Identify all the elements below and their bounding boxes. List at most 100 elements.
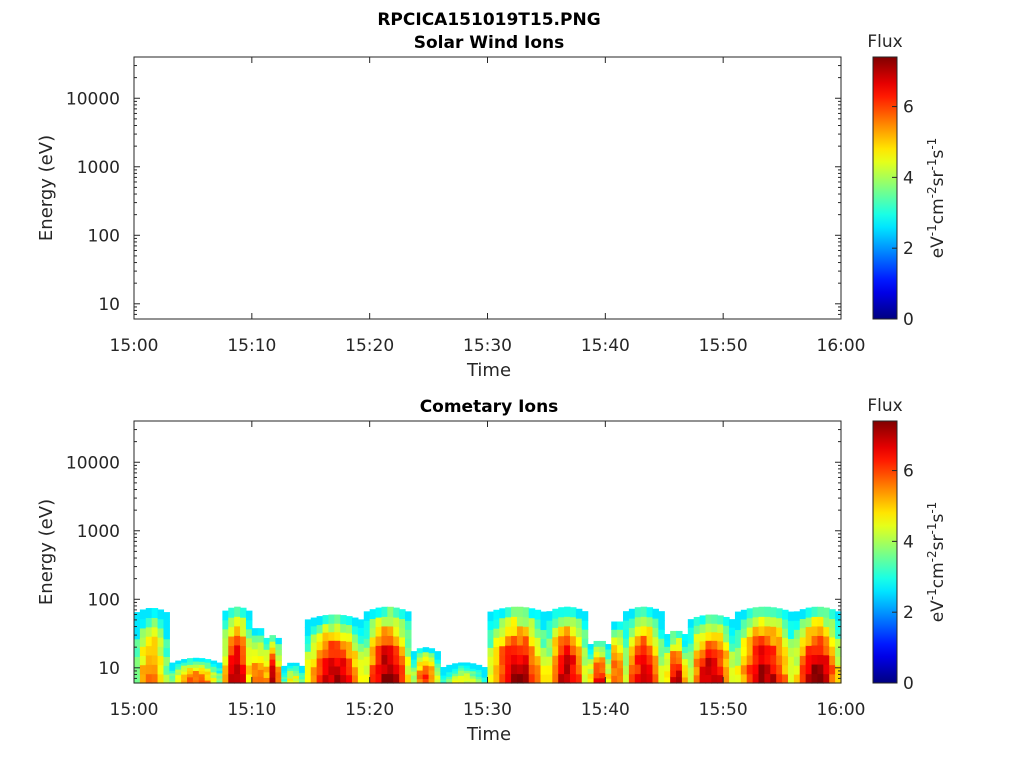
heatmap-cell [764, 654, 771, 665]
heatmap-cell [399, 636, 406, 647]
heatmap-cell [357, 651, 365, 660]
heatmap-cell [192, 679, 200, 684]
heatmap-cell [605, 663, 612, 669]
heatmap-cell [363, 665, 371, 675]
heatmap-cell [564, 644, 571, 655]
heatmap-cell [552, 655, 559, 666]
x-tick-label: 15:20 [345, 700, 394, 720]
heatmap-cell [764, 663, 771, 675]
heatmap-cell [139, 609, 147, 620]
heatmap-cell [569, 654, 577, 665]
heatmap-cell [776, 654, 783, 665]
heatmap-cell [151, 664, 159, 675]
heatmap-cell [516, 673, 524, 684]
heatmap-cell [623, 629, 630, 639]
heatmap-cell [729, 635, 736, 644]
heatmap-cell [617, 644, 624, 653]
heatmap-cell [134, 638, 141, 649]
heatmap-cell [581, 647, 589, 657]
colorbar-unit-label: eV-1cm-2sr-1s-1 [925, 138, 948, 259]
heatmap-cell [564, 663, 571, 675]
heatmap-cell [157, 609, 165, 620]
heatmap-cell [528, 645, 536, 656]
heatmap-cell [617, 667, 624, 676]
heatmap-cell [222, 610, 229, 621]
heatmap-cell [422, 651, 430, 657]
heatmap-cell [605, 653, 612, 660]
heatmap-cell [811, 644, 819, 656]
heatmap-cell [269, 647, 276, 654]
heatmap-cell [646, 626, 654, 637]
heatmap-cell [670, 650, 677, 658]
heatmap-cell [322, 640, 330, 650]
heatmap-cell [546, 620, 553, 630]
heatmap-cell [187, 664, 194, 669]
heatmap-cell [399, 664, 406, 675]
heatmap-cell [310, 674, 318, 684]
heatmap-cell [658, 674, 665, 684]
heatmap-cell [210, 663, 218, 667]
heatmap-cell [363, 674, 371, 684]
heatmap-cell [139, 627, 147, 638]
heatmap-cell [640, 616, 648, 627]
heatmap-cell [693, 658, 701, 668]
heatmap-cell [717, 666, 724, 676]
heatmap-cell [134, 665, 141, 675]
heatmap-cell [546, 638, 553, 648]
heatmap-cell [452, 678, 459, 682]
heatmap-cell [328, 665, 335, 676]
heatmap-cell [705, 631, 712, 641]
heatmap-cell [611, 659, 618, 669]
heatmap-cell [740, 618, 748, 629]
heatmap-cell [829, 627, 836, 638]
heatmap-cell [340, 657, 347, 667]
colorbar-cometary: Flux 0 2 4 6 eV-1cm-2sr-1s-1 [867, 396, 948, 694]
heatmap-cell [157, 646, 165, 657]
y-tick-label: 10 [98, 659, 120, 679]
heatmap-cell [363, 647, 371, 657]
heatmap-cell [369, 636, 377, 647]
heatmap-cell [569, 673, 577, 684]
heatmap-cell [711, 623, 718, 633]
heatmap-cell [198, 679, 206, 684]
heatmap-cell [605, 644, 612, 650]
heatmap-cell [534, 637, 542, 647]
heatmap-cell [699, 640, 707, 650]
heatmap-cell [793, 647, 801, 657]
heatmap-cell [410, 651, 418, 656]
heatmap-cell [287, 672, 294, 677]
heatmap-cell [463, 662, 471, 666]
heatmap-cell [234, 616, 241, 627]
heatmap-cell [552, 627, 559, 638]
heatmap-cell [304, 635, 312, 644]
heatmap-cell [446, 673, 453, 677]
heatmap-cell [340, 623, 347, 633]
colorbar-tick-label: 6 [903, 98, 914, 118]
heatmap-cell [770, 654, 777, 665]
heatmap-cell [275, 654, 282, 662]
heatmap-cell [664, 658, 671, 666]
heatmap-cell [587, 648, 595, 655]
heatmap-cell [793, 665, 801, 675]
heatmap-cell [546, 647, 553, 657]
heatmap-cell [163, 665, 170, 675]
heatmap-cell [481, 679, 489, 682]
heatmap-cell [228, 664, 235, 675]
heatmap-cell [139, 646, 147, 657]
heatmap-cell [434, 663, 441, 668]
heatmap-cell [711, 665, 718, 676]
heatmap-cell [192, 664, 200, 668]
heatmap-cell [752, 635, 760, 646]
heatmap-cell [163, 638, 170, 649]
heatmap-cell [522, 635, 530, 646]
heatmap-cell [405, 629, 412, 639]
heatmap-cell [204, 674, 212, 678]
heatmap-cell [752, 645, 760, 656]
heatmap-cell [245, 619, 253, 630]
heatmap-cell [522, 673, 530, 684]
heatmap-cell [281, 665, 288, 669]
heatmap-cell [316, 657, 324, 667]
heatmap-cell [240, 626, 247, 637]
heatmap-cell [163, 620, 170, 631]
heatmap-cell [705, 657, 712, 667]
